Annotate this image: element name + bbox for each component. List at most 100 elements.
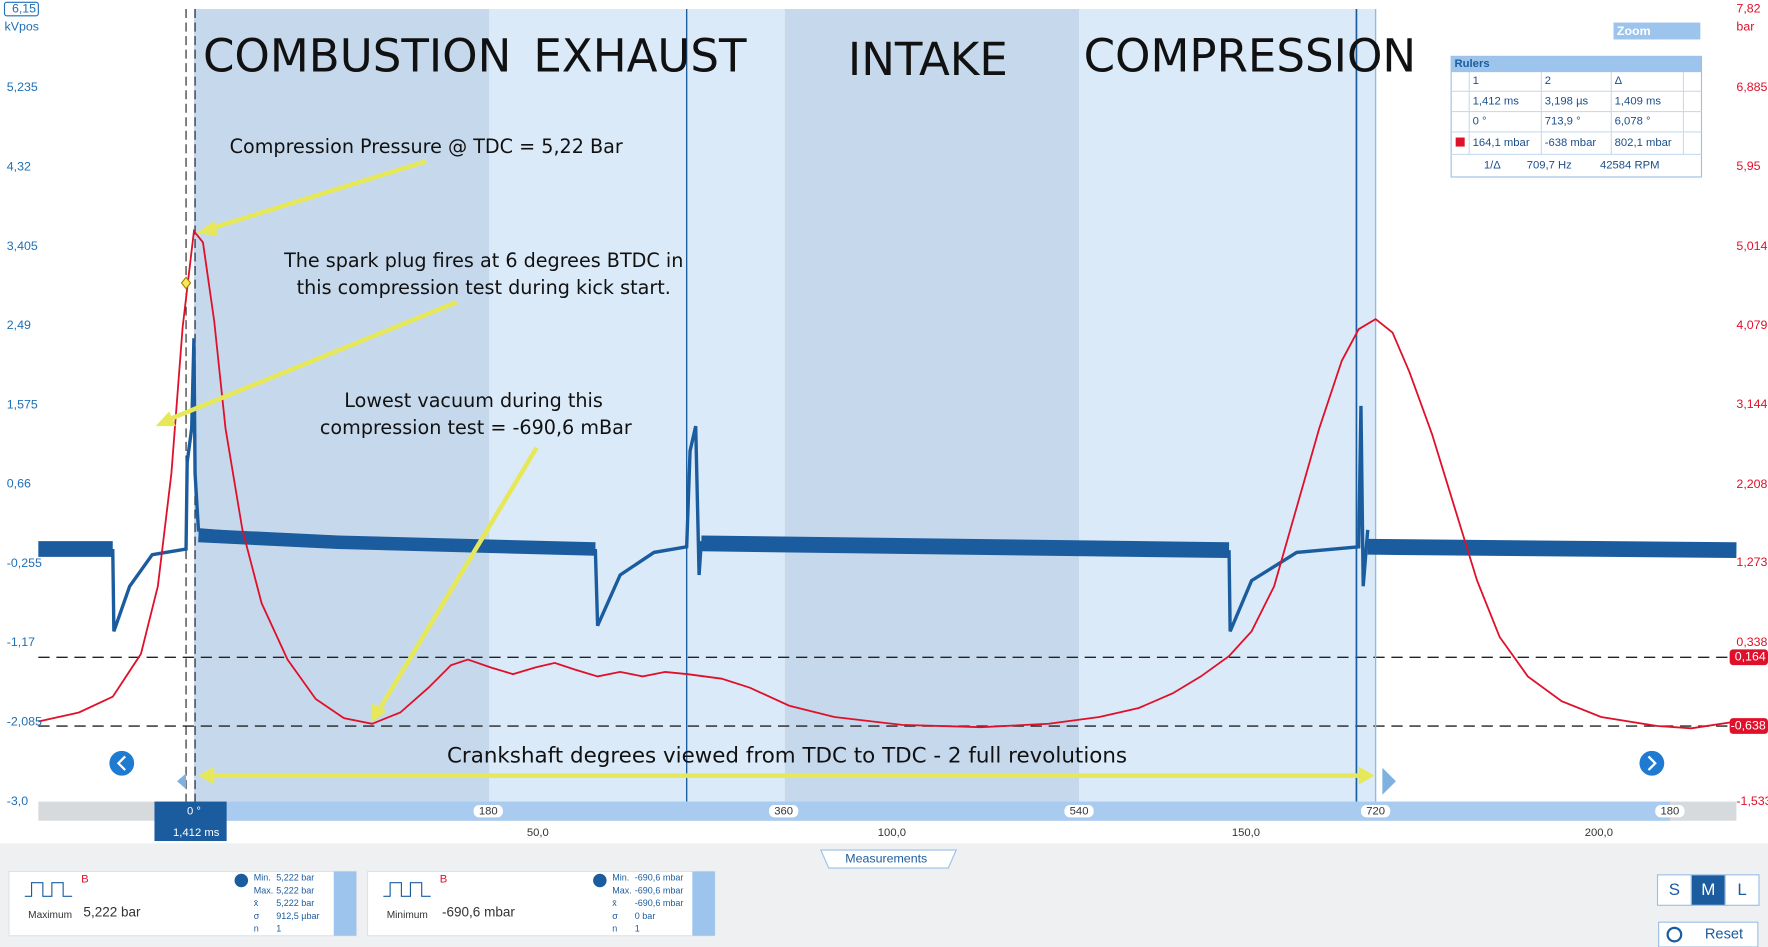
rulers-cell: 709,7 Hz (1527, 160, 1572, 172)
left-axis-top: 6,15 (12, 1, 36, 15)
right-tick-label: 4,079 (1736, 318, 1767, 332)
rulers-cell: -638 mbar (1545, 137, 1597, 149)
measurements-tab[interactable] (819, 849, 958, 869)
time-label: 100,0 (878, 827, 906, 839)
stat-label: σ (254, 911, 260, 921)
degree-label: 360 (774, 806, 793, 818)
stat-value: 5,222 bar (276, 873, 314, 883)
degree-label-bg (1655, 804, 1685, 818)
annotation: compression test = -690,6 mBar (320, 416, 632, 439)
degree-label-bg (1360, 804, 1391, 818)
annotation: Crankshaft degrees viewed from TDC to TD… (447, 743, 1127, 768)
delete-strip[interactable] (692, 871, 715, 936)
time-label: 150,0 (1232, 827, 1260, 839)
annotation: The spark plug fires at 6 degrees BTDC i… (283, 249, 683, 272)
degree-label-bg (473, 804, 503, 818)
measurement-value: 5,222 bar (83, 905, 141, 920)
ruler-readout[interactable] (154, 801, 227, 842)
stat-label: n (254, 924, 259, 934)
measurement-value: -690,6 mbar (442, 905, 515, 920)
ruler-handle[interactable] (1382, 767, 1396, 795)
left-tick-label: -2,085 (7, 715, 42, 729)
stat-value: 5,222 bar (276, 885, 314, 895)
rulers-title: Rulers (1455, 58, 1490, 70)
right-tick-label: 6,885 (1736, 80, 1767, 94)
zoom-panel[interactable] (1613, 22, 1701, 40)
annotation: Compression Pressure @ TDC = 5,22 Bar (230, 135, 623, 158)
left-tick-label: -3,0 (7, 794, 28, 808)
delete-strip[interactable] (333, 871, 357, 936)
settings-icon[interactable] (234, 873, 249, 888)
waveform-icon (24, 882, 73, 897)
size-button[interactable] (1724, 874, 1760, 906)
annotation-arrows (155, 159, 1375, 785)
channel-b-trace (38, 228, 1737, 730)
left-tick-label: 3,405 (7, 239, 38, 253)
ruler-handle[interactable] (177, 773, 187, 790)
right-tick-label: 5,95 (1736, 159, 1760, 173)
ruler-time: 1,412 ms (173, 827, 220, 839)
phase-band (1079, 9, 1376, 802)
x-ruler-range (193, 801, 1670, 821)
stat-label: x̄ (254, 898, 259, 908)
waveform-icon (383, 882, 431, 897)
right-axis-unit: bar (1736, 19, 1754, 33)
channel-swatch (1455, 137, 1465, 147)
degree-label: 720 (1366, 806, 1385, 818)
right-tick-label: 2,208 (1736, 477, 1767, 491)
time-label: 200,0 (1585, 827, 1613, 839)
size-button[interactable] (1656, 874, 1692, 906)
stat-label: n (612, 924, 617, 934)
left-tick-label: 5,235 (7, 80, 38, 94)
right-tick-label: 1,273 (1736, 555, 1767, 569)
rulers-header: 1 (1473, 75, 1479, 87)
rulers-cell: 6,078 ° (1615, 116, 1651, 128)
settings-icon[interactable] (593, 873, 607, 888)
annotation: this compression test during kick start. (297, 276, 671, 299)
stat-label: Max. (254, 885, 274, 895)
stat-label: x̄ (612, 898, 617, 908)
size-button[interactable] (1690, 874, 1726, 906)
measurement-panel (8, 870, 357, 937)
scroll-right-button[interactable] (1639, 750, 1665, 776)
cursor-value: -0,638 (1731, 718, 1766, 732)
reset-icon (1666, 926, 1683, 943)
phase-label: COMBUSTION (203, 30, 511, 83)
rulers-cell: 42584 RPM (1600, 160, 1660, 172)
scroll-left-button[interactable] (109, 750, 135, 776)
stat-value: 1 (276, 924, 281, 934)
stat-value: -690,6 mbar (635, 898, 684, 908)
stat-label: Max. (612, 885, 632, 895)
cursor-value-box (1729, 649, 1768, 666)
left-tick-label: 0,66 (7, 477, 31, 491)
reset-button[interactable] (1658, 921, 1759, 947)
measurements-tab-label: Measurements (845, 851, 927, 865)
rulers-cell: 1,412 ms (1473, 95, 1520, 107)
rulers-cell: 1,409 ms (1615, 95, 1662, 107)
rulers-header: Δ (1615, 75, 1623, 87)
cursor-value: 0,164 (1735, 650, 1766, 664)
rulers-cell: 713,9 ° (1545, 116, 1581, 128)
stat-value: 5,222 bar (276, 898, 314, 908)
ruler-degree: 0 ° (187, 806, 201, 818)
stat-value: 0 bar (635, 911, 656, 921)
measurement-channel: B (81, 873, 89, 885)
size-button-label: L (1737, 880, 1746, 899)
degree-label: 180 (479, 806, 498, 818)
degree-label-bg (1064, 804, 1094, 818)
rulers-cell: 3,198 µs (1545, 95, 1589, 107)
rulers-panel (1450, 55, 1703, 178)
degree-label: 180 (1661, 806, 1680, 818)
right-tick-label: 3,144 (1736, 397, 1767, 411)
reset-label: Reset (1705, 926, 1743, 942)
icon (116, 755, 126, 771)
zoom-label: Zoom (1617, 24, 1651, 38)
phase-band (784, 9, 1080, 802)
stat-value: -690,6 mbar (635, 873, 684, 883)
size-button-label: S (1669, 880, 1680, 899)
rulers-cell: 1/Δ (1484, 160, 1501, 172)
annotation: Lowest vacuum during this (344, 389, 603, 412)
channel-a-trace (38, 338, 1737, 632)
